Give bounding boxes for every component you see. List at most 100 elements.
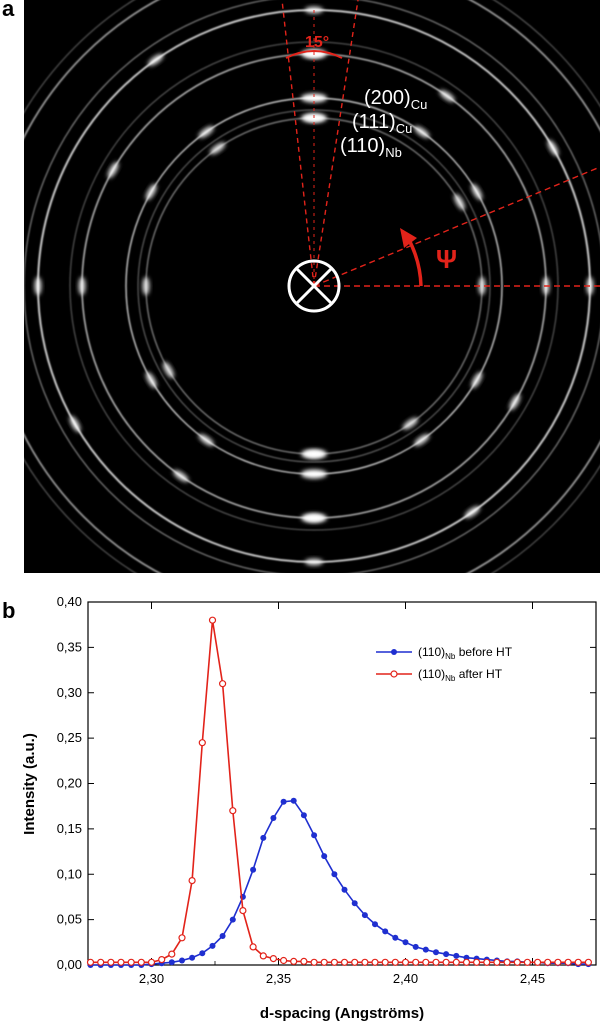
data-point <box>208 616 217 624</box>
y-axis-ticks: 0,00 0,05 0,10 0,15 0,20 0,25 0,30 0,35 0,40 <box>57 594 596 972</box>
data-point <box>107 958 115 966</box>
data-point <box>310 958 318 966</box>
diffraction-spot <box>305 558 323 566</box>
diffraction-spot <box>148 53 164 66</box>
y-tick-label: 0,40 <box>57 594 82 609</box>
diffraction-spot <box>547 140 559 156</box>
diffraction-spot <box>471 372 483 388</box>
psi-arrow-head <box>400 228 417 248</box>
panel-letter-b: b <box>2 598 16 623</box>
legend-entry-1: (110)Nb before HT <box>418 645 513 661</box>
data-point <box>189 954 196 961</box>
data-point <box>300 812 307 819</box>
diffraction-spot <box>34 277 42 295</box>
ring-label-110-nb: (110)Nb <box>340 135 402 160</box>
data-point <box>351 958 359 966</box>
data-point <box>86 958 95 966</box>
diffraction-spot-bright <box>301 513 327 523</box>
data-point <box>280 798 287 805</box>
data-point <box>401 958 410 966</box>
y-tick-label: 0,15 <box>57 821 82 836</box>
data-point <box>259 952 267 960</box>
chart-legend: (110)Nb before HT (110)Nb after HT <box>376 645 513 683</box>
diffraction-spots <box>34 6 594 566</box>
diffraction-spot <box>509 394 521 410</box>
diffraction-spot <box>402 417 419 430</box>
data-point <box>269 955 277 963</box>
data-point <box>442 958 450 966</box>
diffraction-spot <box>209 142 226 155</box>
data-point <box>412 958 420 966</box>
psi-label: Ψ <box>436 244 457 274</box>
beam-center-circle <box>287 259 341 313</box>
data-point <box>372 921 378 928</box>
data-point <box>330 958 338 966</box>
data-point <box>300 957 308 965</box>
y-tick-label: 0,35 <box>57 639 82 654</box>
data-point <box>209 942 216 949</box>
y-axis-title: Intensity (a.u.) <box>21 733 38 835</box>
data-point <box>584 958 593 966</box>
data-point <box>229 807 237 815</box>
y-tick-label: 0,00 <box>57 957 82 972</box>
diffraction-spot <box>478 277 486 295</box>
diffraction-spot <box>414 126 430 138</box>
legend-marker <box>391 649 397 655</box>
diffraction-spot <box>471 184 483 200</box>
diffraction-spot <box>198 126 214 138</box>
data-point <box>219 680 227 688</box>
data-point <box>453 952 460 959</box>
data-point <box>321 853 328 860</box>
plot-frame <box>87 601 597 966</box>
data-point <box>412 943 419 950</box>
data-point <box>270 815 277 821</box>
data-point <box>513 958 521 966</box>
diffraction-spot-bright <box>301 93 327 103</box>
diffraction-spot-bright <box>301 449 327 459</box>
data-point <box>391 958 399 966</box>
data-point <box>382 928 389 935</box>
diffraction-spot-bright <box>301 469 327 479</box>
data-point <box>422 958 430 966</box>
diffraction-spot <box>69 416 81 432</box>
data-point <box>179 957 185 964</box>
ring-label-111-cu: (111)Cu <box>352 111 412 136</box>
data-point <box>351 900 358 907</box>
x-tick-label: 2,40 <box>393 971 418 986</box>
diffraction-pattern: 15° Ψ (200)Cu (111)Cu (110)Nb <box>24 0 600 573</box>
legend-entry-2: (110)Nb after HT <box>418 667 503 683</box>
chart-series <box>86 616 593 968</box>
data-point <box>523 958 532 966</box>
data-point <box>331 871 338 878</box>
data-point <box>483 958 491 966</box>
intensity-chart: 0,00 0,05 0,10 0,15 0,20 0,25 0,30 0,35 0,40 2,3… <box>21 594 597 1022</box>
x-tick-label: 2,30 <box>139 971 164 986</box>
ring-label-200-cu: (200)Cu <box>364 87 427 112</box>
diffraction-spot <box>163 362 174 378</box>
y-tick-label: 0,20 <box>57 776 82 791</box>
data-point <box>97 958 105 966</box>
data-point <box>574 958 582 966</box>
diffraction-pattern-svg: 15° Ψ (200)Cu (111)Cu (110)Nb <box>24 0 600 573</box>
data-point <box>473 958 481 966</box>
data-point <box>493 958 501 966</box>
data-point <box>452 958 460 966</box>
beam-center-cross-2 <box>294 266 334 306</box>
data-point <box>117 958 125 966</box>
data-point <box>290 797 297 804</box>
wedge-right-line <box>313 0 359 287</box>
data-point <box>198 739 206 747</box>
diffraction-spot <box>414 434 430 446</box>
diffraction-spot <box>198 434 214 446</box>
x-tick-label: 2,45 <box>520 971 545 986</box>
x-axis-title: d-spacing (Angströms) <box>260 1005 424 1022</box>
data-point <box>392 934 399 941</box>
angle-label: 15° <box>305 34 329 51</box>
data-point <box>199 950 206 957</box>
diffraction-spot <box>173 470 189 482</box>
x-tick-label: 2,35 <box>266 971 291 986</box>
psi-rotated-line <box>313 166 600 287</box>
data-point <box>168 959 175 966</box>
data-point <box>168 950 176 958</box>
data-point <box>320 958 328 966</box>
